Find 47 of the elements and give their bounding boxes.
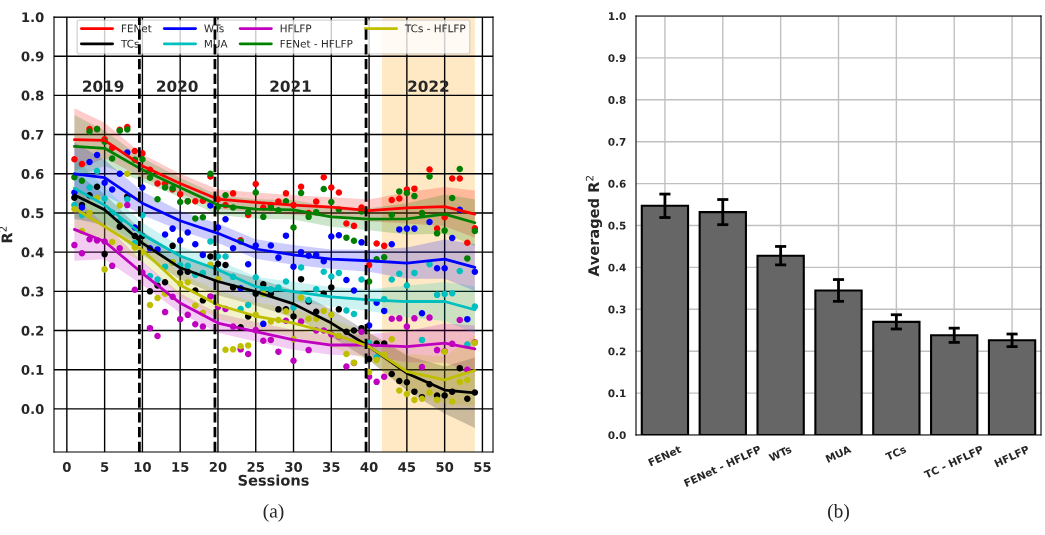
x-tick-label: 10	[134, 461, 151, 472]
y-tick-label: 0.7	[21, 129, 44, 140]
legend-label: FENet - HFLFP	[280, 39, 353, 48]
y-axis-title: Averaged R$^{2}$	[585, 176, 603, 277]
y-tick-label: 0.3	[21, 286, 44, 297]
y-tick-label: 1.0	[22, 12, 44, 23]
x-tick-label: 50	[436, 461, 454, 472]
x-tick-label: 0	[62, 461, 71, 472]
legend-label: TCs - HFLFP	[404, 24, 466, 33]
x-axis-title: Sessions	[238, 474, 309, 486]
y-tick-label: 0.4	[21, 247, 44, 258]
y-tick-label: 0.5	[608, 221, 626, 230]
x-tick-label: TCs	[884, 445, 907, 461]
x-tick-label: 55	[474, 462, 491, 472]
x-tick-label: 15	[172, 462, 189, 472]
y-tick-label: 0.8	[21, 90, 44, 101]
text: (a)	[263, 503, 284, 522]
y-tick-label: 0.1	[608, 389, 626, 398]
x-tick-label: 30	[285, 461, 303, 472]
y-tick-label: 0.9	[608, 54, 626, 63]
x-tick-label: 40	[360, 461, 378, 472]
y-tick-label: 0.6	[21, 168, 44, 179]
y-tick-label: 0.2	[21, 325, 44, 336]
x-tick-label: 25	[247, 461, 264, 472]
y-tick-label: 0.0	[21, 404, 44, 415]
legend-label: HFLFP	[280, 24, 312, 33]
legend-label: FENet	[121, 24, 152, 33]
y-tick-label: 0.9	[21, 51, 44, 62]
x-tick-label: MUA	[825, 445, 852, 463]
y-tick-label: 0.6	[608, 179, 626, 188]
y-tick-label: 0.3	[608, 305, 626, 314]
y-tick-label: 0.5	[21, 208, 44, 219]
legend-label: WTs	[204, 24, 224, 33]
x-tick-label: 20	[209, 461, 227, 472]
y-tick-label: 0.4	[608, 263, 626, 272]
text: (b)	[828, 503, 849, 522]
y-tick-label: 0.1	[21, 364, 44, 375]
x-tick-label: WTs	[768, 445, 793, 462]
x-tick-label: 35	[323, 461, 340, 472]
y-tick-label: 0.7	[608, 137, 626, 146]
x-tick-label: 45	[398, 462, 416, 472]
y-tick-label: 0.0	[608, 431, 626, 440]
y-tick-label: 1.0	[609, 12, 626, 21]
x-tick-label: 5	[101, 462, 109, 472]
y-tick-label: 0.2	[608, 347, 626, 356]
y-tick-label: 0.8	[608, 96, 626, 104]
y-axis-title: R$^{2}$	[0, 226, 13, 243]
